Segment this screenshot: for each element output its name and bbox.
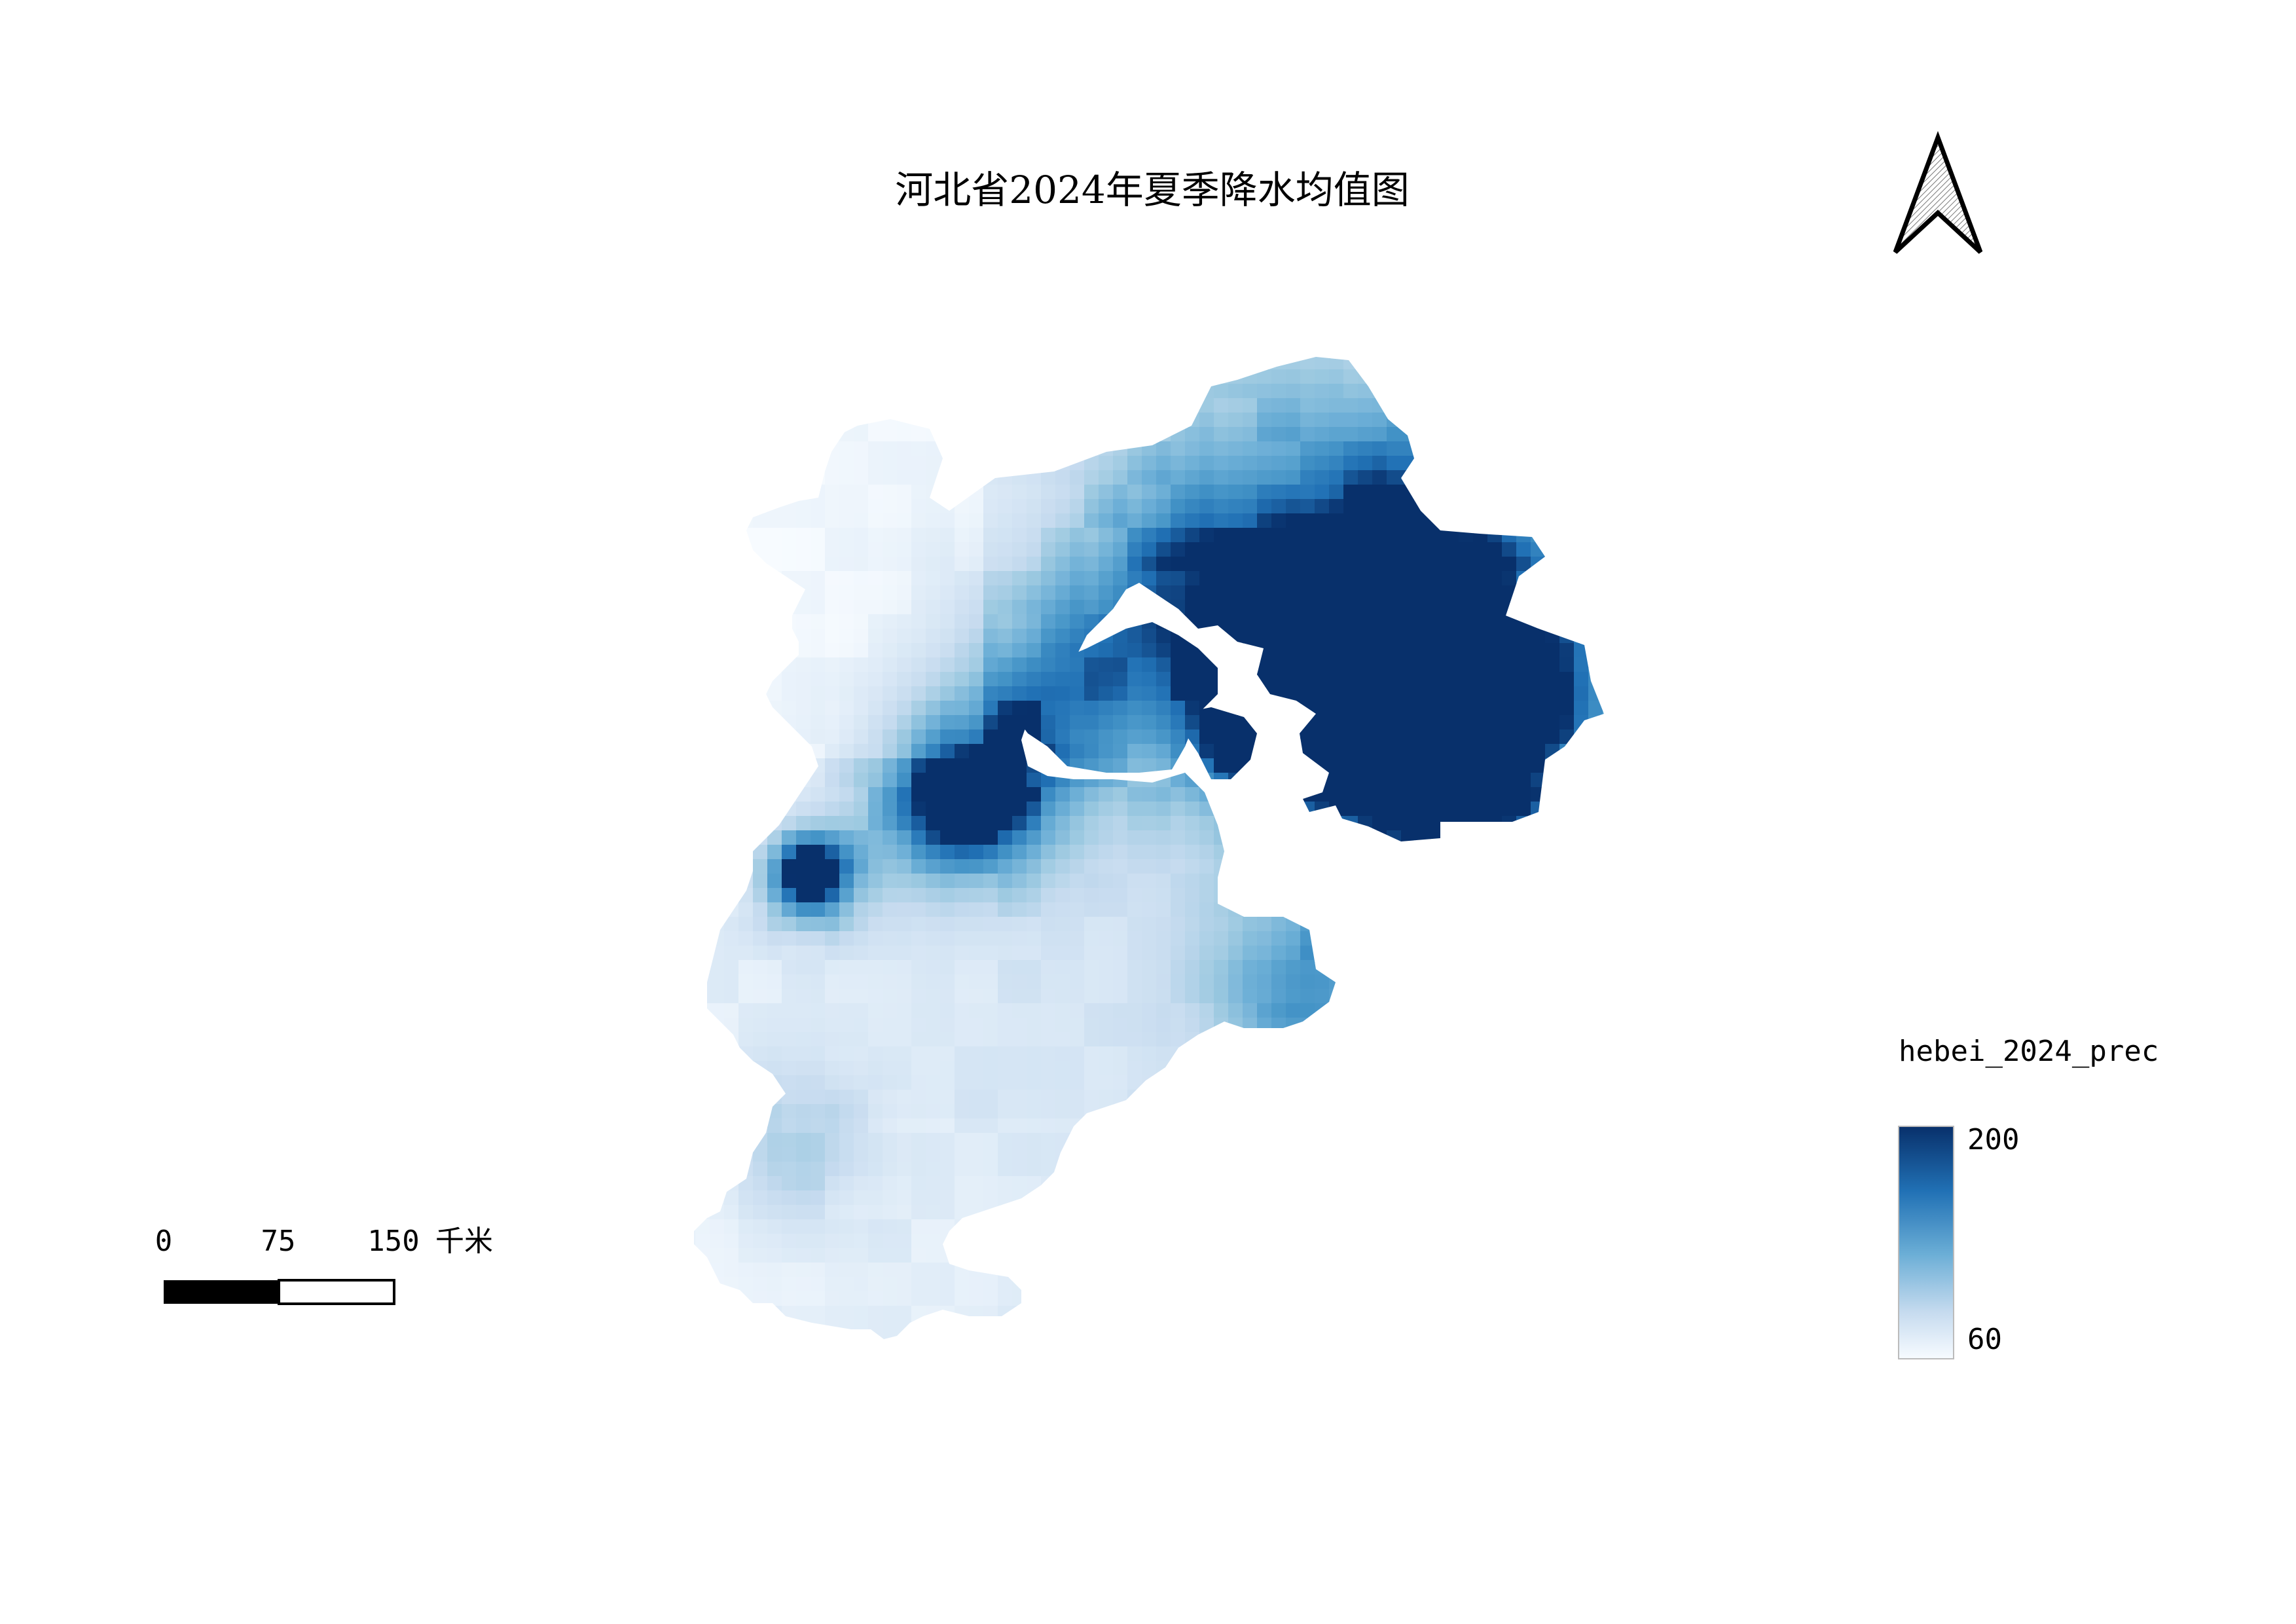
scale-segment-white [278,1279,395,1305]
map-title: 河北省2024年夏季降水均值图 [895,168,1410,212]
scale-tick-75: 75 [261,1225,296,1258]
precipitation-raster [694,357,1604,1339]
scale-tick-0: 0 [155,1225,173,1258]
legend-title: hebei_2024_prec [1899,1035,2159,1068]
scale-tick-150: 150 [367,1225,419,1258]
legend-min-label: 60 [1967,1323,2002,1356]
legend: hebei_2024_prec 200 60 [1898,1035,2159,1359]
scale-segment-black [164,1280,279,1304]
legend-color-ramp [1898,1126,1954,1359]
legend-max-label: 200 [1967,1123,2019,1156]
scale-unit: 千米 [435,1225,493,1258]
north-arrow-icon [1893,130,1983,254]
scale-bar: 0 75 150 千米 [155,1225,493,1305]
